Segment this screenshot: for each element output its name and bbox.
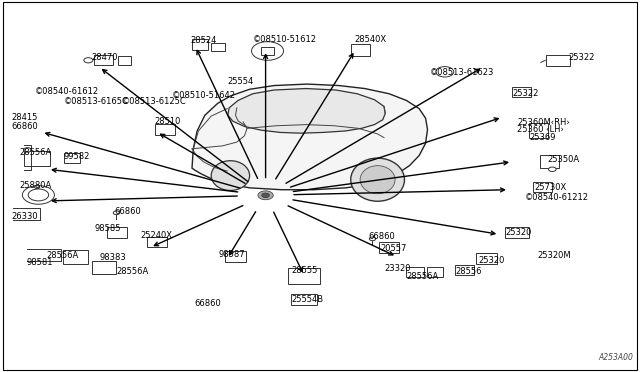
- Text: 20557: 20557: [381, 244, 407, 253]
- Text: 25554: 25554: [227, 77, 253, 86]
- Circle shape: [84, 58, 93, 63]
- Circle shape: [22, 186, 54, 204]
- Bar: [288, 268, 320, 284]
- Text: 99582: 99582: [64, 153, 90, 161]
- Text: ©08540-61612: ©08540-61612: [35, 87, 99, 96]
- Circle shape: [35, 186, 40, 189]
- Text: 66860: 66860: [195, 299, 221, 308]
- Bar: [64, 153, 80, 163]
- Text: 25350A: 25350A: [547, 155, 579, 164]
- Text: 98585: 98585: [95, 224, 121, 233]
- Circle shape: [113, 211, 120, 215]
- Bar: [455, 265, 474, 275]
- Bar: [351, 44, 370, 56]
- Circle shape: [28, 189, 49, 201]
- Text: 28510: 28510: [155, 117, 181, 126]
- Text: 28524: 28524: [191, 36, 217, 45]
- Bar: [529, 123, 548, 138]
- Text: 28556: 28556: [456, 267, 482, 276]
- Text: 25320: 25320: [479, 256, 505, 265]
- Text: 66860: 66860: [368, 232, 395, 241]
- Bar: [533, 182, 552, 192]
- Text: 28555: 28555: [291, 266, 317, 275]
- Text: ©08513-6165C: ©08513-6165C: [64, 97, 129, 106]
- Text: 25322: 25322: [512, 89, 538, 98]
- Text: 25880A: 25880A: [19, 182, 51, 190]
- Text: 28540X: 28540X: [354, 35, 386, 44]
- Text: 23320: 23320: [384, 264, 410, 273]
- Circle shape: [436, 67, 454, 77]
- Bar: [406, 267, 424, 277]
- Bar: [107, 227, 127, 238]
- Bar: [94, 55, 113, 65]
- Text: 25554B: 25554B: [291, 295, 323, 304]
- Bar: [379, 242, 399, 253]
- Text: ©08510-51612: ©08510-51612: [253, 35, 317, 44]
- Text: 25320M: 25320M: [538, 251, 572, 260]
- Bar: [546, 55, 570, 66]
- Circle shape: [258, 191, 273, 200]
- Circle shape: [369, 237, 376, 241]
- Text: 25369: 25369: [529, 133, 556, 142]
- Polygon shape: [228, 89, 385, 133]
- Text: ©08540-61212: ©08540-61212: [525, 193, 589, 202]
- Ellipse shape: [360, 166, 395, 194]
- Text: 25322: 25322: [568, 53, 595, 62]
- Bar: [505, 227, 529, 238]
- Text: 28470: 28470: [92, 53, 118, 62]
- Bar: [155, 124, 175, 135]
- Text: 25360 ‹LH›: 25360 ‹LH›: [517, 125, 564, 134]
- Text: ©08513-61623: ©08513-61623: [430, 68, 495, 77]
- Bar: [540, 155, 559, 168]
- Text: 98383: 98383: [99, 253, 126, 262]
- Text: 28556A: 28556A: [406, 272, 438, 281]
- Bar: [63, 250, 88, 264]
- Bar: [92, 261, 116, 275]
- Bar: [428, 267, 444, 277]
- Ellipse shape: [211, 161, 250, 190]
- Text: 26330: 26330: [12, 212, 38, 221]
- Text: 98587: 98587: [219, 250, 246, 259]
- Text: 66860: 66860: [114, 207, 141, 216]
- Bar: [211, 43, 225, 51]
- Circle shape: [548, 167, 556, 171]
- Circle shape: [262, 193, 269, 198]
- Text: 25240X: 25240X: [141, 231, 173, 240]
- Bar: [512, 87, 531, 96]
- Polygon shape: [192, 84, 428, 190]
- Bar: [192, 39, 207, 50]
- Text: 28556A: 28556A: [46, 251, 78, 260]
- Bar: [476, 253, 497, 264]
- Bar: [261, 47, 274, 55]
- Ellipse shape: [351, 158, 404, 201]
- Bar: [225, 251, 246, 262]
- Text: 25360M‹RH›: 25360M‹RH›: [517, 118, 570, 126]
- Text: A253A00: A253A00: [598, 353, 633, 362]
- Text: 28415: 28415: [12, 113, 38, 122]
- Bar: [118, 55, 131, 65]
- Text: ©08513-6125C: ©08513-6125C: [122, 97, 186, 106]
- Bar: [24, 151, 50, 166]
- Bar: [147, 237, 167, 247]
- Text: 25730X: 25730X: [534, 183, 566, 192]
- Text: 28556A: 28556A: [19, 148, 51, 157]
- Bar: [291, 294, 317, 305]
- Text: ©08510-51642: ©08510-51642: [172, 92, 236, 100]
- Text: 28556A: 28556A: [116, 267, 148, 276]
- Circle shape: [252, 42, 284, 60]
- Text: 98581: 98581: [27, 258, 53, 267]
- Circle shape: [24, 148, 31, 152]
- Text: 25320: 25320: [506, 228, 532, 237]
- Text: 66860: 66860: [12, 122, 38, 131]
